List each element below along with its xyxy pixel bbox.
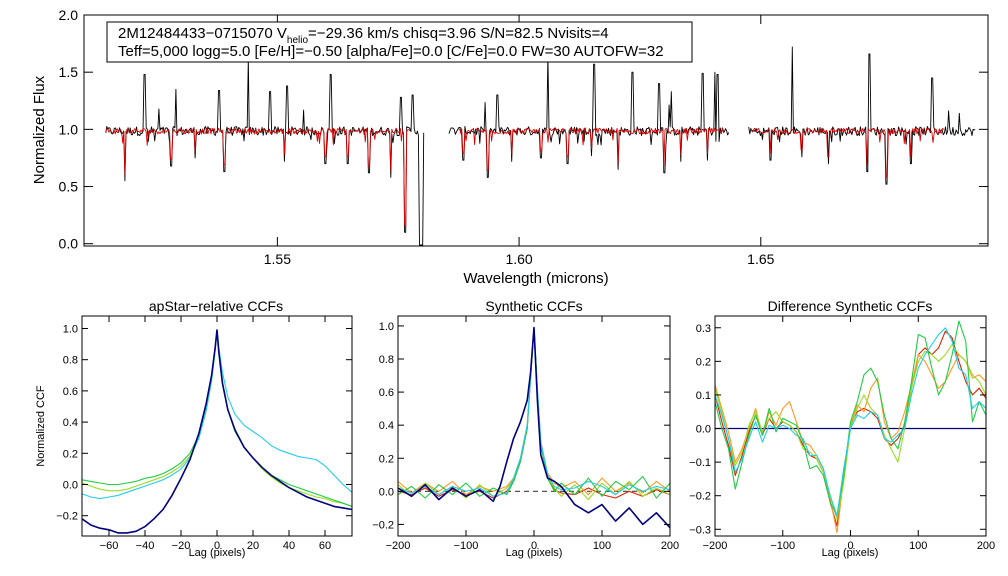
spectrum-ytick-label: 2.0: [59, 7, 79, 23]
apstar-ccf-ytick-label: 0.0: [63, 480, 78, 492]
info-line1-post: =−29.36 km/s chisq=3.96 S/N=82.5 Nvisits…: [308, 25, 609, 42]
spectrum-xtick-label: 1.60: [505, 251, 532, 267]
difference-ccf-ytick-label: −0.1: [689, 457, 711, 469]
synthetic-ccf-xtick-label: 200: [661, 540, 679, 552]
difference-ccf-panel: Difference Synthetic CCFs −200 −100 0 100 20…: [689, 298, 995, 559]
spectrum-ytick-label: 1.0: [59, 121, 79, 137]
apstar-ccf-panel: apStar−relative CCFs −60 −40 −20 0 20 40 60 −0.…: [35, 298, 353, 559]
spectrum-ytick-label: 0.5: [59, 179, 79, 195]
synthetic-ccf-ytick-label: 0.4: [379, 420, 394, 432]
synthetic-ccf-xtick-label: 100: [593, 540, 611, 552]
synthetic-ccf-series-combined: [397, 326, 671, 529]
apstar-ccf-ticks: −60 −40 −20 0 20 40 60 −0.2 0.0 0.2 0.4 0.6 0.8 1.0: [56, 316, 352, 552]
synthetic-ccf-series-group: [397, 326, 671, 529]
spectrum-ticks: 1.55 1.60 1.65 0.0 0.5 1.0 1.5 2.0: [59, 7, 988, 267]
apstar-ccf-ytick-label: 0.4: [63, 417, 78, 429]
spectrum-observed-chip-3: [748, 46, 976, 185]
difference-ccf-xtick-label: 200: [977, 540, 995, 552]
apstar-ccf-xtick-label: −60: [100, 540, 119, 552]
apstar-ccf-ytick-label: −0.2: [56, 511, 78, 523]
svg-text:2M12484433−0715070 Vhelio=−29: 2M12484433−0715070 Vhelio=−29.36 km/s ch…: [118, 25, 609, 46]
apstar-ccf-xtick-label: 40: [283, 540, 295, 552]
difference-ccf-series-visit-1: [714, 327, 987, 517]
apstar-ccf-series-combined: [81, 329, 353, 534]
synthetic-ccf-title: Synthetic CCFs: [485, 298, 582, 314]
synthetic-ccf-xtick-label: −200: [386, 540, 411, 552]
info-line1-sub: helio: [287, 35, 309, 46]
spectrum-series-group: [105, 46, 976, 246]
apstar-ccf-ytick-label: 0.6: [63, 386, 78, 398]
synthetic-ccf-ytick-label: −0.2: [372, 519, 394, 531]
apstar-ccf-xtick-label: −20: [172, 540, 191, 552]
spectrum-model-chip-3: [750, 127, 944, 178]
apstar-ccf-ytick-label: 1.0: [63, 323, 78, 335]
difference-ccf-series-visit-2: [714, 320, 987, 517]
difference-ccf-ytick-label: 0.1: [696, 390, 711, 402]
difference-ccf-ytick-label: −0.3: [689, 524, 711, 536]
synthetic-ccf-ytick-label: 0.6: [379, 387, 394, 399]
spectrum-ytick-label: 0.0: [59, 236, 79, 252]
difference-ccf-xtick-label: −200: [703, 540, 728, 552]
info-line2: Teff=5,000 logg=5.0 [Fe/H]=−0.50 [alpha/…: [118, 43, 664, 60]
apstar-ccf-xlabel: Lag (pixels): [189, 547, 246, 559]
apstar-ccf-series-group: [81, 329, 353, 534]
synthetic-ccf-ticks: −200 −100 0 100 200 −0.2 0.0 0.2 0.4 0.6 0.8 1.0: [372, 316, 679, 552]
synthetic-ccf-ytick-label: 1.0: [379, 321, 394, 333]
spectrum-ytick-label: 1.5: [59, 64, 79, 80]
apstar-ccf-ytick-label: 0.8: [63, 355, 78, 367]
spectrum-xlabel: Wavelength (microns): [463, 270, 608, 287]
spectrum-ylabel: Normalized Flux: [31, 75, 48, 184]
difference-ccf-ytick-label: 0.0: [696, 424, 711, 436]
spectrum-xtick-label: 1.55: [264, 251, 291, 267]
spectrum-model-chip-2: [458, 127, 724, 171]
synthetic-ccf-ytick-label: 0.2: [379, 453, 394, 465]
difference-ccf-xtick-label: 0: [847, 540, 853, 552]
difference-ccf-ticks: −200 −100 0 100 200 −0.3 −0.2 −0.1 0.0 0.1 0.2 0.3: [689, 316, 995, 552]
spectrum-model-chip-1: [105, 127, 411, 226]
spectrum-frame: [83, 14, 989, 247]
spectrum-panel: 1.55 1.60 1.65 0.0 0.5 1.0 1.5 2.0 2M12484433−0…: [31, 7, 989, 287]
apstar-ccf-xtick-label: 20: [247, 540, 259, 552]
apstar-ccf-xtick-label: 0: [214, 540, 220, 552]
apstar-ccf-xtick-label: −40: [136, 540, 155, 552]
synthetic-ccf-xtick-label: −100: [454, 540, 479, 552]
spectrum-info-box: 2M12484433−0715070 Vhelio=−29.36 km/s ch…: [106, 21, 693, 63]
difference-ccf-xlabel: Lag (pixels): [822, 547, 879, 559]
spectrum-xtick-label: 1.65: [747, 251, 774, 267]
difference-ccf-title: Difference Synthetic CCFs: [768, 298, 933, 314]
apstar-ccf-ylabel: Normalized CCF: [35, 385, 47, 467]
difference-ccf-ytick-label: −0.2: [689, 491, 711, 503]
difference-ccf-series-group: [714, 320, 987, 534]
info-line1-pre: 2M12484433−0715070 V: [118, 25, 287, 42]
synthetic-ccf-xtick-label: 0: [531, 540, 537, 552]
difference-ccf-ytick-label: 0.2: [696, 356, 711, 368]
difference-ccf-ytick-label: 0.3: [696, 323, 711, 335]
synthetic-ccf-ytick-label: 0.8: [379, 354, 394, 366]
difference-ccf-xtick-label: 100: [909, 540, 927, 552]
apstar-ccf-title: apStar−relative CCFs: [149, 298, 283, 314]
synthetic-ccf-xlabel: Lag (pixels): [506, 547, 563, 559]
apstar-ccf-xtick-label: 60: [319, 540, 331, 552]
synthetic-ccf-panel: Synthetic CCFs −200 −100 0 100 200 −0.2 0.0 0.2…: [372, 298, 679, 559]
difference-ccf-xtick-label: −100: [770, 540, 795, 552]
apstar-ccf-ytick-label: 0.2: [63, 448, 78, 460]
synthetic-ccf-ytick-label: 0.0: [379, 486, 394, 498]
